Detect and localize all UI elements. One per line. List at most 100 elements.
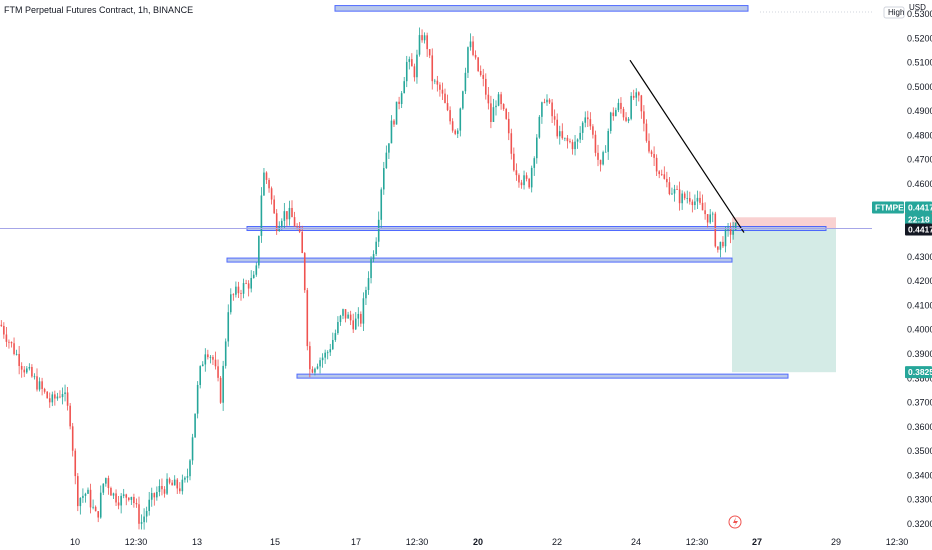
candle	[510, 128, 513, 160]
candle	[207, 349, 209, 360]
candle-body	[133, 496, 135, 504]
candle-body	[283, 211, 286, 221]
candle	[252, 270, 255, 279]
candle-body	[408, 59, 411, 62]
candle	[464, 67, 467, 95]
candle	[209, 354, 212, 364]
target-price-badge: 0.3825	[905, 366, 932, 379]
price-tick-label: 0.4800	[907, 130, 932, 140]
candle-body	[689, 198, 691, 202]
candle-body	[722, 241, 724, 247]
candle-body	[3, 325, 5, 335]
candle	[321, 353, 324, 368]
candle	[337, 316, 339, 335]
candle-body	[28, 366, 31, 369]
candle	[145, 506, 148, 523]
candle	[518, 173, 520, 188]
candle	[319, 357, 321, 374]
candle-body	[92, 506, 94, 508]
candle-body	[352, 320, 354, 330]
price-tick-label: 0.5100	[907, 58, 932, 68]
candle	[173, 475, 176, 486]
candle	[612, 107, 615, 121]
candle-body	[640, 95, 643, 112]
candle-body	[296, 226, 298, 228]
price-tick-label: 0.5300	[907, 9, 932, 19]
candle-body	[0, 324, 3, 326]
candle	[469, 33, 472, 51]
candle	[734, 222, 737, 231]
candle	[201, 361, 204, 367]
candle	[48, 392, 51, 408]
current-price-badge-text: 0.4417	[908, 224, 932, 234]
candle	[179, 482, 181, 494]
candle	[268, 177, 270, 193]
candle-body	[553, 116, 556, 120]
candle-body	[87, 489, 89, 494]
price-axis[interactable]: USD High 0.5300 0.5200 0.5100 0.5000 0.4900 0…	[872, 3, 932, 529]
candle-body	[428, 49, 431, 56]
candle	[64, 384, 66, 402]
candle	[706, 214, 709, 228]
candle-body	[245, 283, 247, 284]
candle	[383, 161, 385, 195]
price-tick-label: 0.3400	[907, 470, 932, 480]
candle-body	[59, 396, 61, 398]
candle-body	[587, 117, 589, 120]
candle-body	[671, 193, 673, 195]
candle	[161, 478, 163, 496]
candle-body	[69, 405, 71, 427]
candle-body	[630, 95, 632, 119]
candle	[622, 106, 625, 121]
candle-body	[219, 377, 222, 403]
candle	[130, 496, 133, 506]
candle-body	[33, 376, 36, 378]
candle-body	[625, 117, 627, 121]
candle	[125, 493, 128, 506]
candle	[301, 225, 303, 254]
candle	[242, 278, 245, 299]
candle	[120, 493, 122, 514]
candle-body	[673, 189, 676, 194]
candle	[462, 90, 464, 110]
time-tick-label: 20	[473, 537, 483, 547]
candle	[87, 487, 89, 495]
candle	[558, 125, 561, 145]
time-axis[interactable]: 10 12:30 13 15 17 12:30 20 22 24 12:30 27 29 12:30	[70, 537, 908, 547]
candle-body	[145, 510, 148, 517]
candle-body	[321, 357, 324, 361]
price-tick-label: 0.3600	[907, 422, 932, 432]
candle	[505, 107, 507, 120]
candle-body	[380, 189, 383, 220]
candle	[405, 55, 408, 88]
candle	[711, 211, 714, 223]
candle	[597, 144, 599, 167]
candle-body	[632, 95, 635, 98]
candle-body	[56, 396, 59, 399]
candle	[46, 391, 48, 399]
candle-body	[699, 197, 701, 203]
candle	[186, 468, 189, 483]
candle-body	[627, 118, 630, 121]
candle	[263, 167, 265, 196]
candle	[681, 190, 683, 210]
candle-body	[694, 201, 696, 206]
ticker-badge: FTMPERP	[872, 201, 916, 214]
trendline-layer[interactable]	[629, 59, 745, 233]
candle	[235, 281, 237, 298]
event-icon[interactable]	[728, 515, 742, 529]
candle	[303, 252, 306, 293]
candle-body	[260, 195, 263, 236]
candle-body	[515, 170, 518, 176]
candle	[311, 366, 314, 374]
candle	[354, 312, 357, 331]
candle	[163, 486, 166, 498]
candle	[416, 49, 418, 84]
candle-body	[329, 349, 332, 353]
price-tick-label: 0.3200	[907, 519, 932, 529]
candle	[105, 477, 107, 487]
candle-body	[561, 131, 564, 139]
candle	[632, 89, 635, 101]
candle	[140, 514, 143, 530]
